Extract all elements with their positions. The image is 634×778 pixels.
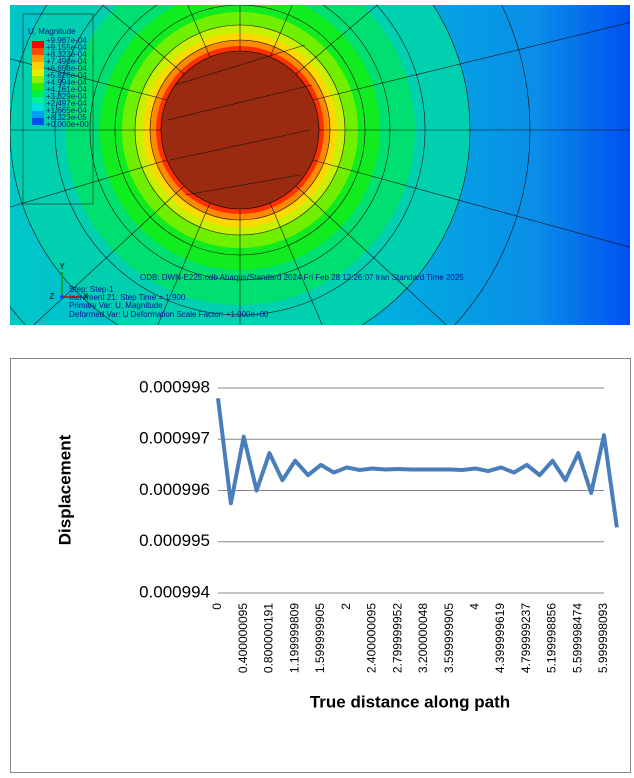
legend-title: U, Magnitude (28, 27, 76, 36)
x-tick-label: 4.399999619 (493, 603, 507, 673)
data-line (216, 398, 619, 528)
y-tick-label: 0.000994 (139, 582, 210, 601)
x-tick-label: 5.599998474 (570, 603, 584, 673)
legend-label: +7.490e-04 (46, 57, 87, 66)
x-tick-label: 2.400000095 (365, 603, 379, 673)
legend-label: +3.329e-04 (46, 92, 87, 101)
chart-frame (10, 358, 631, 773)
info-line: Increment 21: Step Time = 1.900 (69, 293, 186, 302)
y-tick-label: 0.000995 (139, 531, 210, 550)
legend-label: +8.323e-04 (46, 50, 87, 59)
x-tick-label: 4.799999237 (519, 603, 533, 673)
x-tick-label: 0 (210, 603, 224, 610)
y-axis-title: Displacement (55, 434, 74, 545)
x-tick-label: 0.800000191 (262, 603, 276, 673)
legend-label: +4.994e-04 (46, 78, 87, 87)
legend-swatches (32, 41, 44, 125)
legend-label: +9.987e-04 (46, 36, 87, 45)
x-tick-label: 2.799999952 (390, 603, 404, 673)
x-tick-label: 2 (339, 603, 353, 610)
legend-label: +6.658e-04 (46, 64, 87, 73)
x-tick-label: 4 (468, 603, 482, 610)
y-tick-label: 0.000998 (139, 377, 210, 396)
y-tick-label: 0.000996 (139, 480, 210, 499)
x-tick-label: 3.200000048 (416, 603, 430, 673)
x-tick-label: 3.599999905 (442, 603, 456, 673)
contour-plot: +9.987e-04+9.155e-04+8.323e-04+7.490e-04… (10, 5, 630, 325)
x-tick-label: 5.199998856 (545, 603, 559, 673)
legend-label: +9.155e-04 (46, 43, 87, 52)
triad-y: Y (59, 262, 65, 271)
legend-label: +8.323e-05 (46, 113, 87, 122)
legend-label: +0.000e+00 (46, 120, 89, 129)
legend-label: +2.497e-04 (46, 99, 87, 108)
x-tick-label: 1.199999809 (287, 603, 301, 673)
info-line: ODB: DWN-E225.odb Abaqus/Standard 2024 F… (140, 273, 464, 282)
triad-z: Z (50, 292, 55, 301)
x-tick-label: 5.999998093 (596, 603, 610, 673)
info-line: Step: Step-1 (69, 285, 114, 294)
x-axis-title: True distance along path (310, 692, 510, 711)
legend-label: +4.161e-04 (46, 85, 87, 94)
y-tick-label: 0.000997 (139, 429, 210, 448)
info-line: Deformed Var: U Deformation Scale Factor… (69, 310, 269, 319)
info-line: Primary Var: U, Magnitude (69, 301, 163, 310)
x-tick-label: 1.599999905 (313, 603, 327, 673)
legend-label: +1.665e-04 (46, 106, 87, 115)
legend-label: +5.826e-04 (46, 71, 87, 80)
triad-x: X (83, 292, 89, 301)
x-tick-label: 0.400000095 (236, 603, 250, 673)
